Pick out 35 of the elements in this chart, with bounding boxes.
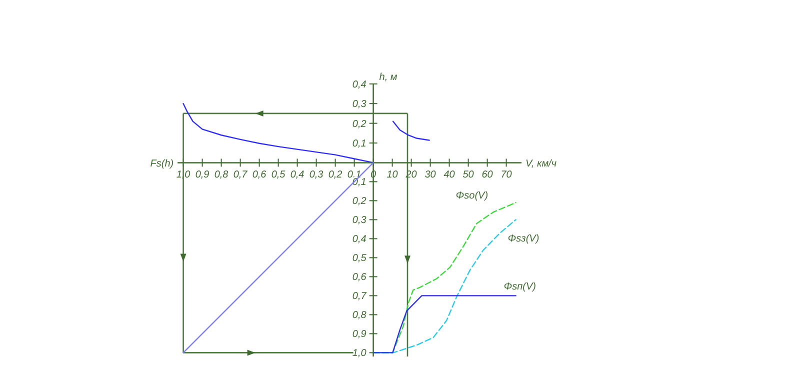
- y-tick-label: 1,0: [352, 348, 367, 360]
- y-axis-title: h, м: [379, 72, 398, 83]
- x-axis-title: Fs(h): [150, 158, 174, 170]
- x-tick-label: 0,8: [214, 170, 229, 181]
- y-tick-label: 0,6: [352, 272, 367, 284]
- y-tick-label: 0,5: [352, 253, 367, 264]
- x-tick-label: 0,9: [195, 170, 210, 181]
- x-tick-label: 0,7: [233, 170, 248, 181]
- line-series: [392, 120, 430, 141]
- x-axis-title: V, км/ч: [526, 158, 557, 170]
- y-tick-label: 0,2: [352, 196, 367, 208]
- x-tick-label: 30: [424, 170, 436, 181]
- x-tick-label: 0,4: [290, 170, 305, 181]
- x-tick-label: 50: [462, 170, 474, 181]
- y-tick-label: 0,4: [352, 234, 367, 246]
- x-tick-label: 0,3: [309, 170, 324, 181]
- y-tick-label: 0,4: [352, 79, 367, 90]
- x-tick-label: 70: [500, 170, 512, 181]
- y-tick-label: 0,2: [352, 118, 367, 130]
- series-label: Φsз(V): [508, 234, 540, 245]
- series-label: Φsо(V): [456, 190, 488, 202]
- x-tick-label: 0,2: [328, 170, 343, 181]
- y-tick-label: 0,3: [352, 99, 367, 110]
- y-tick-label: 0,7: [352, 291, 367, 302]
- x-tick-label: 10: [386, 170, 398, 181]
- x-tick-label: 40: [444, 170, 456, 181]
- y-tick-label: 0,3: [352, 215, 367, 226]
- y-tick-label: 0,9: [352, 329, 367, 340]
- y-tick-label: 0,8: [352, 310, 367, 322]
- x-tick-label: 0,5: [271, 170, 286, 181]
- y-tick-label: 0,1: [352, 138, 366, 150]
- x-tick-label: 0,6: [252, 170, 267, 181]
- series-label: Φsп(V): [504, 282, 536, 293]
- x-tick-label: 60: [482, 170, 494, 181]
- line-series: [372, 295, 516, 354]
